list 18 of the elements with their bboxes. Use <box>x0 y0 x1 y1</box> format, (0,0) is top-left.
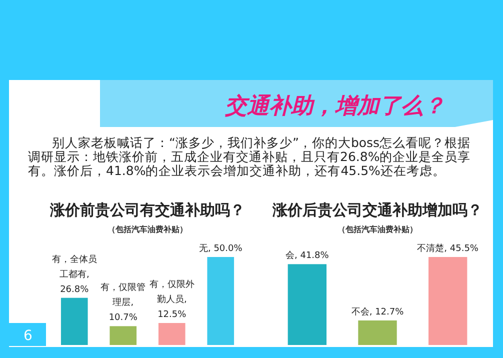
chart-subtitle: （包括汽车油费补贴） <box>108 225 188 234</box>
text: 交通补助，增加了么？ <box>225 93 445 119</box>
data-label: 会, 41.8% <box>286 250 330 262</box>
bar <box>60 298 88 345</box>
data-label: 无, 50.0% <box>198 244 243 254</box>
bar <box>207 257 234 345</box>
chart-title: 涨价后贵公司交通补助增加吗？ <box>272 201 482 219</box>
text: 6 <box>24 328 33 344</box>
bar <box>158 323 186 345</box>
data-label: 有，仅限外勤人员, 12.5% <box>149 279 194 320</box>
text: 别人家老板喊话了：“涨多少，我们补多少”，你的大boss怎么看呢？根据调研显示：地铁涨价前，五成企业有交通补贴，且只有26.8%的企业是全员享有。涨价后，41.8%的企业表示会增加交通补助，还有45.5%还在考虑。 <box>28 135 471 178</box>
bar <box>110 326 137 345</box>
data-label: 不清楚, 45.5% <box>417 243 479 254</box>
data-label: 有，仅限管理层, 10.7% <box>100 282 146 324</box>
chart-title: 涨价前贵公司有交通补助吗？ <box>49 201 245 219</box>
data-label: 有，全体员工都有, 26.8% <box>52 254 97 295</box>
data-label: 不会, 12.7% <box>351 306 404 318</box>
chart-subtitle: （包括汽车油费补贴） <box>338 225 418 234</box>
